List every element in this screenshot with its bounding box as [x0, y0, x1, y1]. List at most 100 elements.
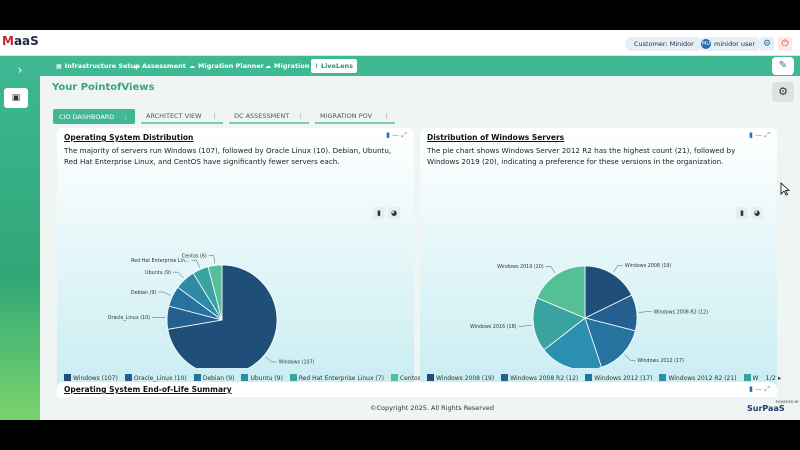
pie-slice[interactable] — [584, 265, 633, 319]
logo-text: aaS — [13, 34, 39, 48]
page-title: Your PointofViews — [52, 82, 155, 93]
powered-by-text: POWERED BY — [775, 400, 799, 404]
legend-label: Windows 2008 R2 (12) — [510, 375, 579, 382]
nav-livelens[interactable]: ⌇ LiveLens — [311, 59, 357, 73]
bookmark-icon[interactable]: ▮ — [749, 131, 753, 139]
legend-item[interactable]: Oracle_Linux (10) — [124, 374, 187, 382]
pie-slice[interactable] — [536, 265, 586, 319]
slice-label: Windows (107) — [279, 360, 315, 366]
pie-chart-icon[interactable]: ◕ — [751, 207, 763, 219]
legend-item[interactable]: Windows 2008 R2 (12) — [501, 374, 578, 382]
user-menu[interactable]: MU minidor user — [699, 37, 762, 51]
bar-chart-icon[interactable]: ▮ — [373, 207, 385, 219]
tab-label: DC ASSESSMENT — [234, 112, 290, 120]
legend-item[interactable]: Centos (6) — [390, 374, 432, 382]
legend-swatch — [124, 374, 132, 381]
cloud-icon: ☁ — [189, 63, 195, 70]
legend-swatch — [193, 374, 201, 381]
maas-logo[interactable]: MaaS — [2, 34, 39, 48]
legend-item[interactable]: Debian (9) — [193, 374, 235, 382]
legend-label: Centos (6) — [399, 375, 432, 382]
legend-item[interactable]: Windows 2008 (19) — [427, 374, 494, 382]
legend-item[interactable]: Windows 2012 R2 (21) — [659, 374, 737, 382]
customer-selector[interactable]: Customer: Minidor — [625, 37, 703, 51]
tab-dc-assessment[interactable]: DC ASSESSMENT ⋮ — [229, 109, 309, 124]
legend-swatch — [241, 374, 249, 381]
tab-migration-pov[interactable]: MIGRATION POV ⋮ — [315, 109, 395, 124]
label-leader-line — [624, 354, 636, 361]
slice-label: Red Hat Enterprise Lin... — [131, 258, 189, 264]
expand-icon[interactable]: ⤢ — [764, 131, 770, 139]
legend-swatch — [659, 374, 667, 381]
nav-migration-planner[interactable]: ☁ Migration Planner — [185, 59, 268, 73]
legend-item[interactable]: Windows 2012 (17) — [585, 374, 652, 382]
nav-label: Infrastructure Setup — [64, 62, 140, 70]
windows-pie-chart: Windows 2008 (19) Windows 2008 R2 (12) Win… — [470, 263, 709, 368]
label-leader-line — [265, 356, 277, 363]
tab-cio-dashboard[interactable]: CIO DASHBOARD ⋮ — [53, 109, 135, 124]
tab-menu-icon[interactable]: ⋮ — [383, 112, 391, 120]
settings-gear-icon[interactable]: ⚙ — [760, 37, 774, 51]
legend-swatch — [585, 374, 593, 381]
nav-infrastructure-setup[interactable]: ▦ Infrastructure Setup — [52, 59, 144, 73]
brand-text: SurPaaS — [747, 404, 785, 413]
legend-label: Oracle_Linux (10) — [133, 375, 187, 382]
tab-label: CIO DASHBOARD — [59, 113, 115, 121]
bar-chart-icon[interactable]: ▮ — [736, 207, 748, 219]
legend-item[interactable]: W — [743, 374, 759, 382]
minimize-icon[interactable]: — — [755, 131, 763, 139]
expand-icon[interactable]: ⤢ — [764, 385, 770, 393]
bookmark-icon[interactable]: ▮ — [386, 131, 390, 139]
chart-legend: Windows 2008 (19) Windows 2008 R2 (12) Win… — [427, 374, 781, 382]
nav-migration[interactable]: ☁ Migration — [261, 59, 313, 73]
nav-assessment[interactable]: ☁ Assessment — [129, 59, 190, 73]
footer — [40, 397, 800, 420]
label-leader-line — [191, 259, 200, 268]
slice-label: Windows 2008 (19) — [625, 263, 672, 269]
legend-label: Windows 2012 (17) — [594, 375, 653, 382]
pie-slice[interactable] — [207, 264, 223, 321]
legend-swatch — [743, 374, 751, 381]
label-leader-line — [173, 271, 184, 279]
pie-slice[interactable] — [543, 317, 603, 368]
slice-label: Centos (6) — [182, 253, 207, 259]
legend-pager[interactable]: 1/2 ▸ — [765, 374, 782, 382]
legend-swatch — [64, 374, 71, 381]
nav-label: Migration — [274, 62, 310, 70]
minimize-icon[interactable]: — — [755, 385, 763, 393]
card-actions: ▮ — ⤢ — [386, 131, 407, 140]
minimize-icon[interactable]: — — [392, 131, 400, 139]
mouse-cursor-icon — [780, 182, 790, 196]
legend-label: Debian (9) — [202, 375, 235, 382]
legend-label: W — [752, 375, 759, 382]
label-leader-line — [158, 291, 171, 296]
legend-swatch — [289, 374, 297, 381]
ai-assistant-icon[interactable]: ✎ — [772, 57, 794, 75]
bookmark-icon[interactable]: ▮ — [749, 385, 753, 393]
tab-menu-icon[interactable]: ⋮ — [297, 112, 305, 120]
power-icon[interactable]: ⏻ — [778, 37, 792, 51]
tab-menu-icon[interactable]: ⋮ — [122, 113, 130, 121]
image-icon[interactable]: ▣ — [4, 88, 28, 108]
main-nav — [40, 56, 800, 76]
card-title: Operating System End-of-Life Summary — [64, 385, 232, 394]
legend-item[interactable]: Windows (107) — [64, 374, 118, 382]
pie-slice[interactable] — [532, 297, 586, 351]
surpaas-logo: POWERED BY SurPaaS — [747, 400, 799, 413]
legend-label: Red Hat Enterprise Linux (7) — [298, 375, 384, 382]
tab-label: MIGRATION POV — [320, 112, 373, 120]
tab-architect-view[interactable]: ARCHITECT VIEW ⋮ — [141, 109, 223, 124]
label-leader-line — [208, 255, 216, 264]
legend-label: Windows (107) — [73, 375, 118, 382]
card-actions: ▮ — ⤢ — [749, 131, 770, 140]
legend-label: Windows 2012 R2 (21) — [668, 375, 737, 382]
expand-chevron-icon[interactable]: › — [17, 63, 23, 77]
expand-icon[interactable]: ⤢ — [401, 131, 407, 139]
pie-chart-icon[interactable]: ◕ — [388, 207, 400, 219]
tab-menu-icon[interactable]: ⋮ — [211, 112, 219, 120]
legend-item[interactable]: Red Hat Enterprise Linux (7) — [289, 374, 384, 382]
page-settings-gear-icon[interactable]: ⚙ — [772, 82, 794, 102]
label-leader-line — [545, 266, 556, 274]
slice-label: Windows 2008 R2 (12) — [654, 309, 709, 315]
legend-item[interactable]: Ubuntu (9) — [241, 374, 283, 382]
